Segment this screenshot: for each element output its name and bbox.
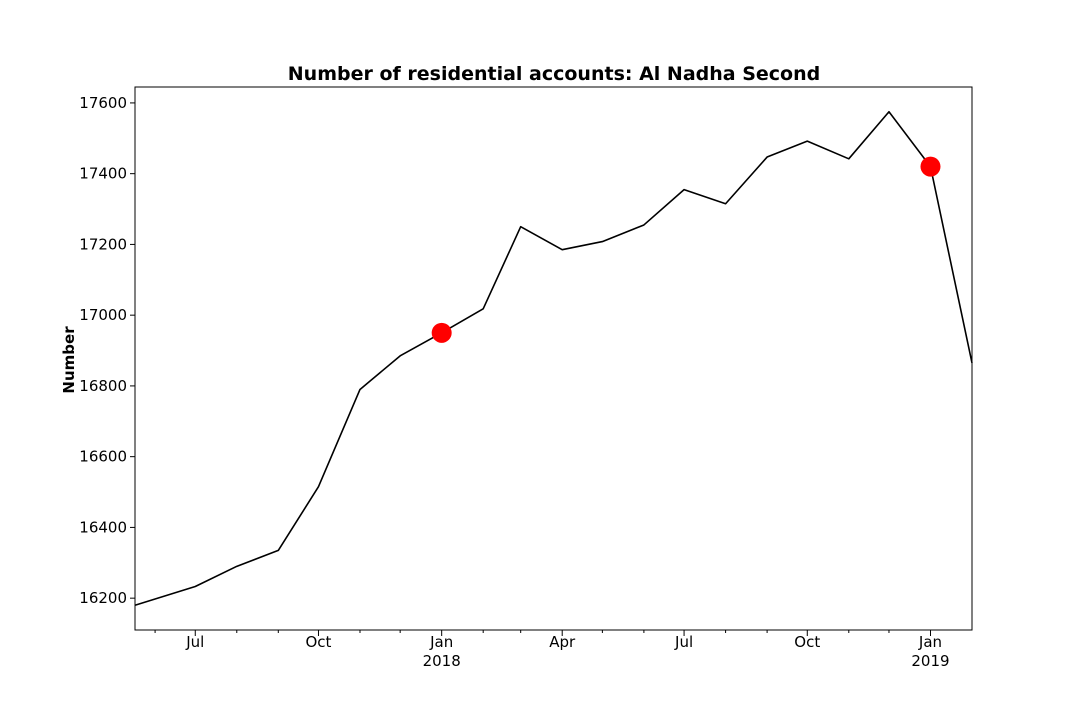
y-tick-label: 17000 bbox=[79, 306, 127, 324]
chart-title: Number of residential accounts: Al Nadha… bbox=[288, 63, 820, 85]
x-tick-year-label: 2019 bbox=[911, 652, 949, 670]
x-tick-label: Jul bbox=[674, 633, 693, 651]
plot-area: 16200 16400 16600 16800 17000 17200 17400 17600… bbox=[79, 94, 973, 670]
y-tick-label: 16400 bbox=[79, 518, 127, 536]
y-tick-label: 17600 bbox=[79, 94, 127, 112]
plot-frame bbox=[134, 86, 973, 631]
x-tick-label: Oct bbox=[306, 633, 332, 651]
y-axis-label: Number bbox=[60, 326, 78, 394]
x-tick-label: Jan bbox=[918, 633, 942, 651]
y-tick-label: 16800 bbox=[79, 377, 127, 395]
series-line bbox=[134, 110, 973, 607]
y-tick-label: 16200 bbox=[79, 589, 127, 607]
y-tick-label: 16600 bbox=[79, 448, 127, 466]
highlight-marker bbox=[431, 322, 452, 343]
x-tick-label: Jan bbox=[429, 633, 453, 651]
highlight-marker bbox=[920, 156, 941, 177]
x-tick-label: Oct bbox=[794, 633, 820, 651]
x-tick-label: Apr bbox=[549, 633, 576, 651]
y-tick-label: 17200 bbox=[79, 235, 127, 253]
x-tick-label: Jul bbox=[185, 633, 204, 651]
y-tick-label: 17400 bbox=[79, 165, 127, 183]
x-tick-year-label: 2018 bbox=[423, 652, 461, 670]
